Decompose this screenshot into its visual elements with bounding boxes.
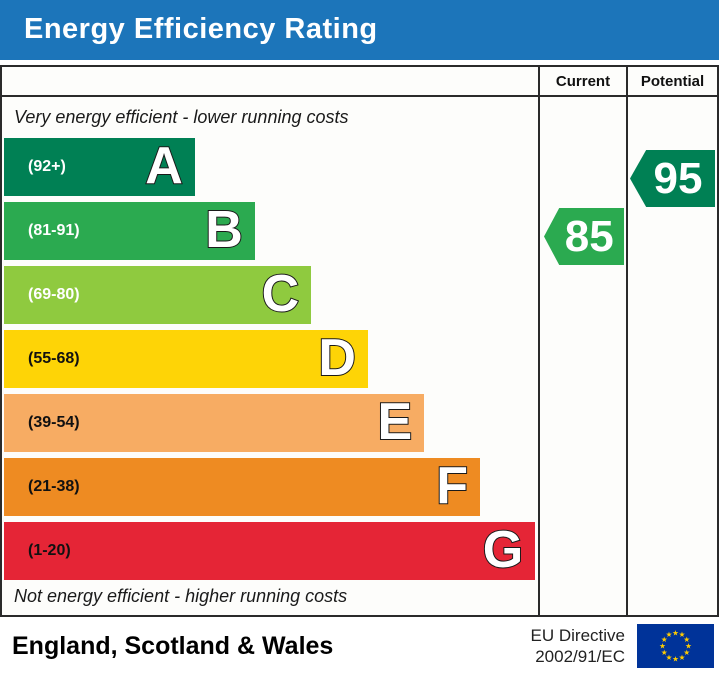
svg-text:★: ★: [661, 648, 668, 657]
band-d: (55-68) D: [4, 330, 368, 388]
band-f: (21-38) F: [4, 458, 480, 516]
band-letter: E: [377, 392, 414, 451]
band-range: (81-91): [28, 222, 80, 239]
chart-body: Very energy efficient - lower running co…: [2, 97, 717, 615]
band-b: (81-91) B: [4, 202, 255, 260]
bottom-caption: Not energy efficient - higher running co…: [14, 586, 348, 606]
potential-rating-arrow: 95: [630, 150, 715, 207]
band-letter: B: [204, 200, 244, 259]
band-range: (1-20): [28, 542, 71, 559]
svg-text:★: ★: [659, 642, 666, 651]
band-range: (55-68): [28, 350, 80, 367]
band-range: (21-38): [28, 478, 80, 495]
band-range: (39-54): [28, 414, 80, 431]
rating-scale-column: Very energy efficient - lower running co…: [2, 97, 538, 615]
band-letter: G: [482, 520, 524, 579]
band-letter: A: [144, 136, 184, 195]
band-letter: D: [317, 328, 357, 387]
footer: England, Scotland & Wales EU Directive 2…: [0, 617, 719, 675]
band-letter: F: [435, 456, 469, 515]
page-title: Energy Efficiency Rating: [0, 0, 719, 60]
current-rating-column: 85: [538, 97, 626, 615]
header-spacer: [2, 67, 538, 95]
eu-directive-line1: EU Directive: [530, 625, 625, 645]
svg-text:★: ★: [683, 648, 690, 657]
svg-text:★: ★: [679, 653, 686, 662]
band-range: (69-80): [28, 286, 80, 303]
svg-text:★: ★: [666, 630, 673, 639]
svg-text:★: ★: [683, 635, 690, 644]
svg-text:★: ★: [672, 629, 679, 638]
potential-column-header: Potential: [626, 67, 717, 95]
svg-text:★: ★: [666, 653, 673, 662]
band-range: (92+): [28, 158, 66, 175]
eu-directive-line2: 2002/91/EC: [535, 647, 625, 666]
svg-text:★: ★: [685, 642, 692, 651]
band-e: (39-54) E: [4, 392, 425, 452]
band-letter: C: [261, 264, 301, 323]
eu-flag-field: [637, 624, 714, 668]
band-a: (92+) A: [4, 138, 195, 196]
svg-text:★: ★: [679, 630, 686, 639]
eu-directive-label: EU Directive 2002/91/EC: [531, 625, 625, 668]
current-rating-value: 85: [564, 211, 614, 261]
svg-text:★: ★: [672, 655, 679, 664]
current-rating-arrow: 85: [544, 208, 624, 265]
eu-flag-icon: ★ ★ ★ ★ ★ ★ ★ ★ ★ ★ ★ ★: [637, 624, 714, 668]
region-label: England, Scotland & Wales: [12, 631, 334, 660]
current-column-header: Current: [538, 67, 626, 95]
svg-text:★: ★: [661, 635, 668, 644]
potential-rating-column: 95: [626, 97, 717, 615]
potential-rating-value: 95: [653, 153, 703, 203]
rating-bands: (92+) A (81-91) B (69-80) C (55-68) D (3…: [2, 138, 538, 580]
chart-header-row: Current Potential: [2, 67, 717, 97]
top-caption: Very energy efficient - lower running co…: [14, 107, 349, 127]
band-c: (69-80) C: [4, 264, 312, 324]
band-g: (1-20) G: [4, 520, 536, 580]
energy-rating-chart: Current Potential Very energy efficient …: [0, 65, 719, 617]
